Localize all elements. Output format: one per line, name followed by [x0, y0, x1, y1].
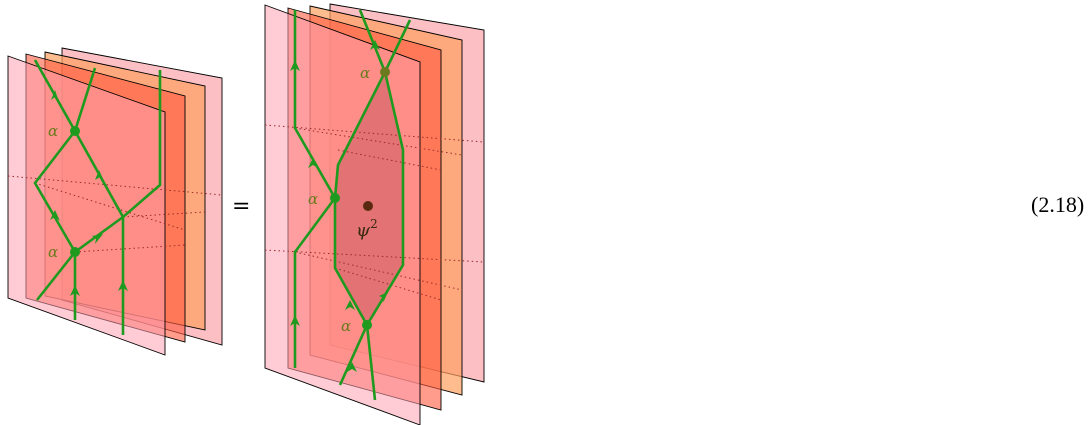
bulk-label: ψ2: [356, 217, 378, 241]
vertex: [380, 67, 390, 77]
arrow: [50, 210, 60, 221]
vertex: [362, 320, 372, 330]
psi: ψ: [356, 220, 371, 241]
arrow: [118, 280, 128, 291]
arrow: [290, 315, 300, 326]
sheet: [264, 4, 421, 425]
vertex: [70, 126, 80, 136]
equals-sign: =: [232, 194, 250, 219]
arrow: [345, 300, 355, 310]
alpha-label: α: [48, 243, 58, 261]
vertex: [330, 193, 340, 203]
equation-number: (2.18): [1031, 192, 1084, 217]
exponent: 2: [370, 217, 378, 231]
arrow: [92, 234, 103, 244]
arrow: [95, 170, 104, 181]
arrow: [370, 40, 380, 50]
sheet: [7, 55, 166, 356]
arrow: [347, 362, 357, 372]
left-diagram: α α: [7, 47, 223, 356]
arrow: [51, 90, 59, 102]
alpha-label: α: [48, 122, 58, 140]
arrow: [70, 285, 80, 296]
vertex: [70, 247, 80, 257]
bulk-point: [363, 201, 373, 211]
bulk-region: [335, 72, 403, 325]
alpha-label: α: [360, 64, 370, 82]
arrow: [290, 60, 300, 71]
right-diagram: α α α ψ2: [264, 3, 485, 425]
arrow: [379, 292, 388, 303]
alpha-label: α: [341, 317, 351, 335]
alpha-label: α: [308, 190, 318, 208]
arrow: [308, 158, 318, 168]
